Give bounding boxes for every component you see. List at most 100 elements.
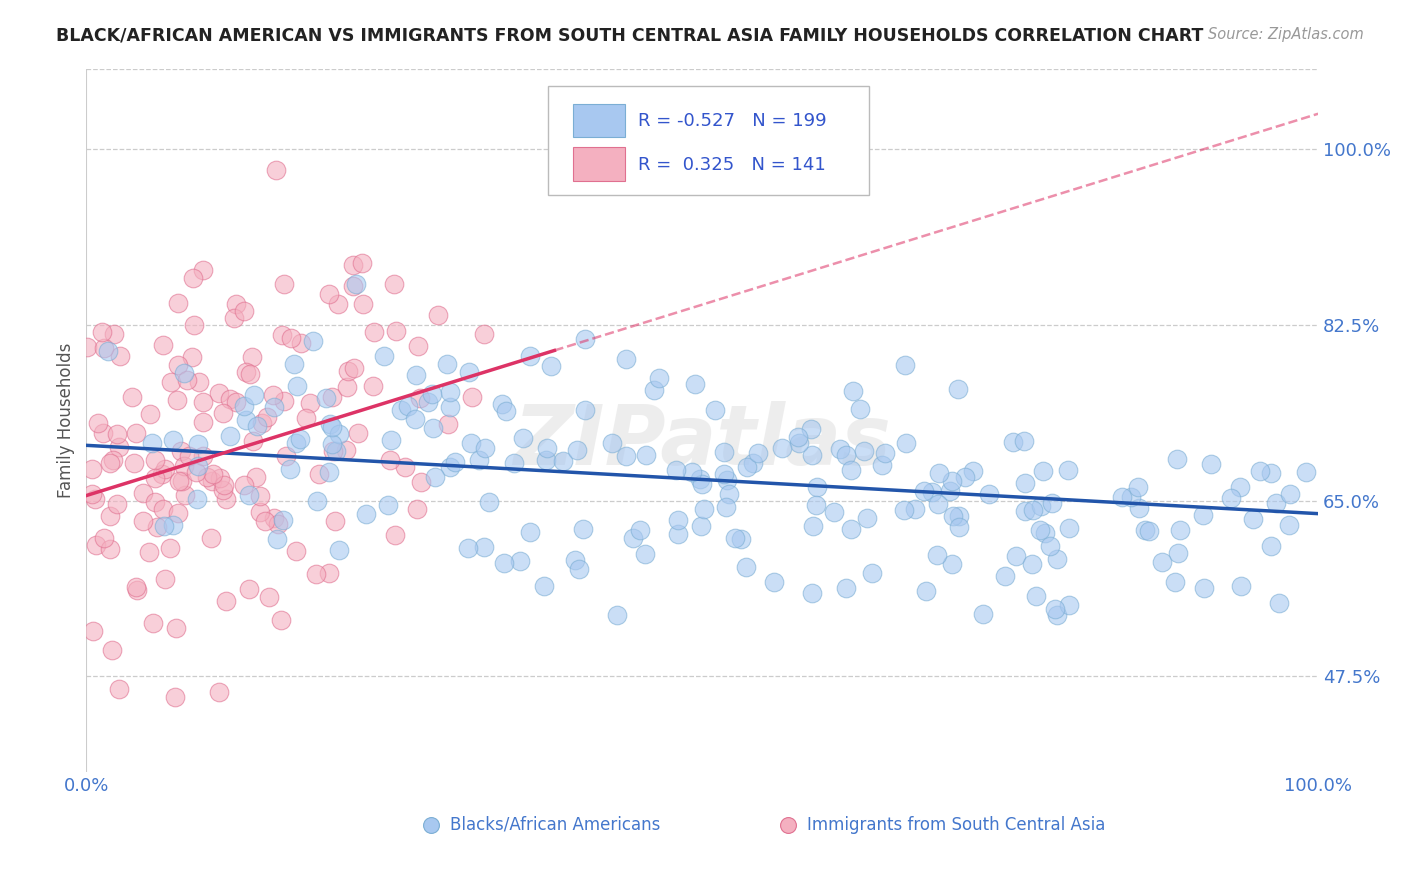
Point xyxy=(318,566,340,581)
Point xyxy=(83,491,105,506)
Point xyxy=(512,431,534,445)
Point xyxy=(1199,457,1222,471)
Point xyxy=(1192,508,1215,522)
Point xyxy=(170,474,193,488)
Point xyxy=(159,541,181,555)
Point xyxy=(271,513,294,527)
Point xyxy=(693,502,716,516)
Point xyxy=(1046,551,1069,566)
Point xyxy=(1029,500,1052,514)
Point xyxy=(681,465,703,479)
Point xyxy=(1043,602,1066,616)
Point xyxy=(614,449,637,463)
Point xyxy=(181,270,204,285)
Point xyxy=(921,485,943,500)
Point xyxy=(235,413,257,427)
Point xyxy=(786,430,808,444)
Point xyxy=(122,456,145,470)
Point xyxy=(215,594,238,608)
Point xyxy=(572,522,595,536)
Point xyxy=(689,472,711,486)
Point xyxy=(823,505,845,519)
Point xyxy=(262,388,284,402)
Point xyxy=(1046,608,1069,623)
Point xyxy=(167,358,190,372)
Bar xyxy=(572,103,624,137)
Point xyxy=(267,517,290,532)
Text: Immigrants from South Central Asia: Immigrants from South Central Asia xyxy=(807,815,1105,834)
Point xyxy=(284,544,307,558)
Point xyxy=(91,426,114,441)
Point xyxy=(270,614,292,628)
Point xyxy=(763,574,786,589)
Point xyxy=(396,399,419,413)
Point xyxy=(835,581,858,595)
Point xyxy=(284,436,307,450)
Point xyxy=(1002,435,1025,450)
Point xyxy=(352,256,374,270)
Point xyxy=(457,541,479,555)
Point xyxy=(201,467,224,481)
Point xyxy=(437,417,460,431)
Point xyxy=(1168,524,1191,538)
Point xyxy=(787,436,810,450)
Point xyxy=(232,303,254,318)
Point xyxy=(108,440,131,454)
Point xyxy=(343,361,366,376)
Point xyxy=(800,422,823,436)
Point xyxy=(208,471,231,485)
Point xyxy=(894,436,917,450)
Point xyxy=(325,444,347,458)
Point xyxy=(354,508,377,522)
Point xyxy=(574,332,596,346)
Point xyxy=(1022,503,1045,517)
Point xyxy=(1220,491,1243,505)
Point xyxy=(643,383,665,397)
Point xyxy=(941,558,963,572)
Point xyxy=(856,510,879,524)
Point xyxy=(634,547,657,561)
Point xyxy=(1033,526,1056,541)
Point xyxy=(849,401,872,416)
Point xyxy=(271,327,294,342)
Text: BLACK/AFRICAN AMERICAN VS IMMIGRANTS FROM SOUTH CENTRAL ASIA FAMILY HOUSEHOLDS C: BLACK/AFRICAN AMERICAN VS IMMIGRANTS FRO… xyxy=(56,27,1204,45)
Point xyxy=(690,519,713,533)
Point xyxy=(87,416,110,430)
Point xyxy=(735,459,758,474)
Point xyxy=(801,519,824,533)
Point xyxy=(195,470,218,484)
Point xyxy=(97,344,120,359)
Point xyxy=(170,444,193,458)
Point xyxy=(328,543,350,558)
Point xyxy=(423,469,446,483)
Point xyxy=(928,466,950,480)
Point xyxy=(322,444,344,458)
Point xyxy=(132,486,155,500)
Point xyxy=(1039,539,1062,553)
Point xyxy=(280,462,302,476)
Point xyxy=(249,505,271,519)
Point xyxy=(208,385,231,400)
Point xyxy=(1194,582,1216,596)
Point xyxy=(1128,480,1150,494)
Point xyxy=(472,326,495,341)
Point xyxy=(101,453,124,467)
Point xyxy=(287,378,309,392)
Point xyxy=(100,509,122,524)
Point xyxy=(713,467,735,482)
Point xyxy=(551,453,574,467)
Point xyxy=(503,456,526,470)
Point xyxy=(318,465,340,479)
Point xyxy=(948,382,970,396)
Point xyxy=(536,441,558,455)
Point xyxy=(76,340,98,354)
FancyBboxPatch shape xyxy=(548,87,869,195)
Text: R = -0.527   N = 199: R = -0.527 N = 199 xyxy=(638,112,827,129)
Point xyxy=(305,494,328,508)
Point xyxy=(263,511,285,525)
Point xyxy=(568,562,591,576)
Point xyxy=(193,395,215,409)
Point xyxy=(1249,464,1271,478)
Point xyxy=(404,412,426,426)
Point xyxy=(174,488,197,502)
